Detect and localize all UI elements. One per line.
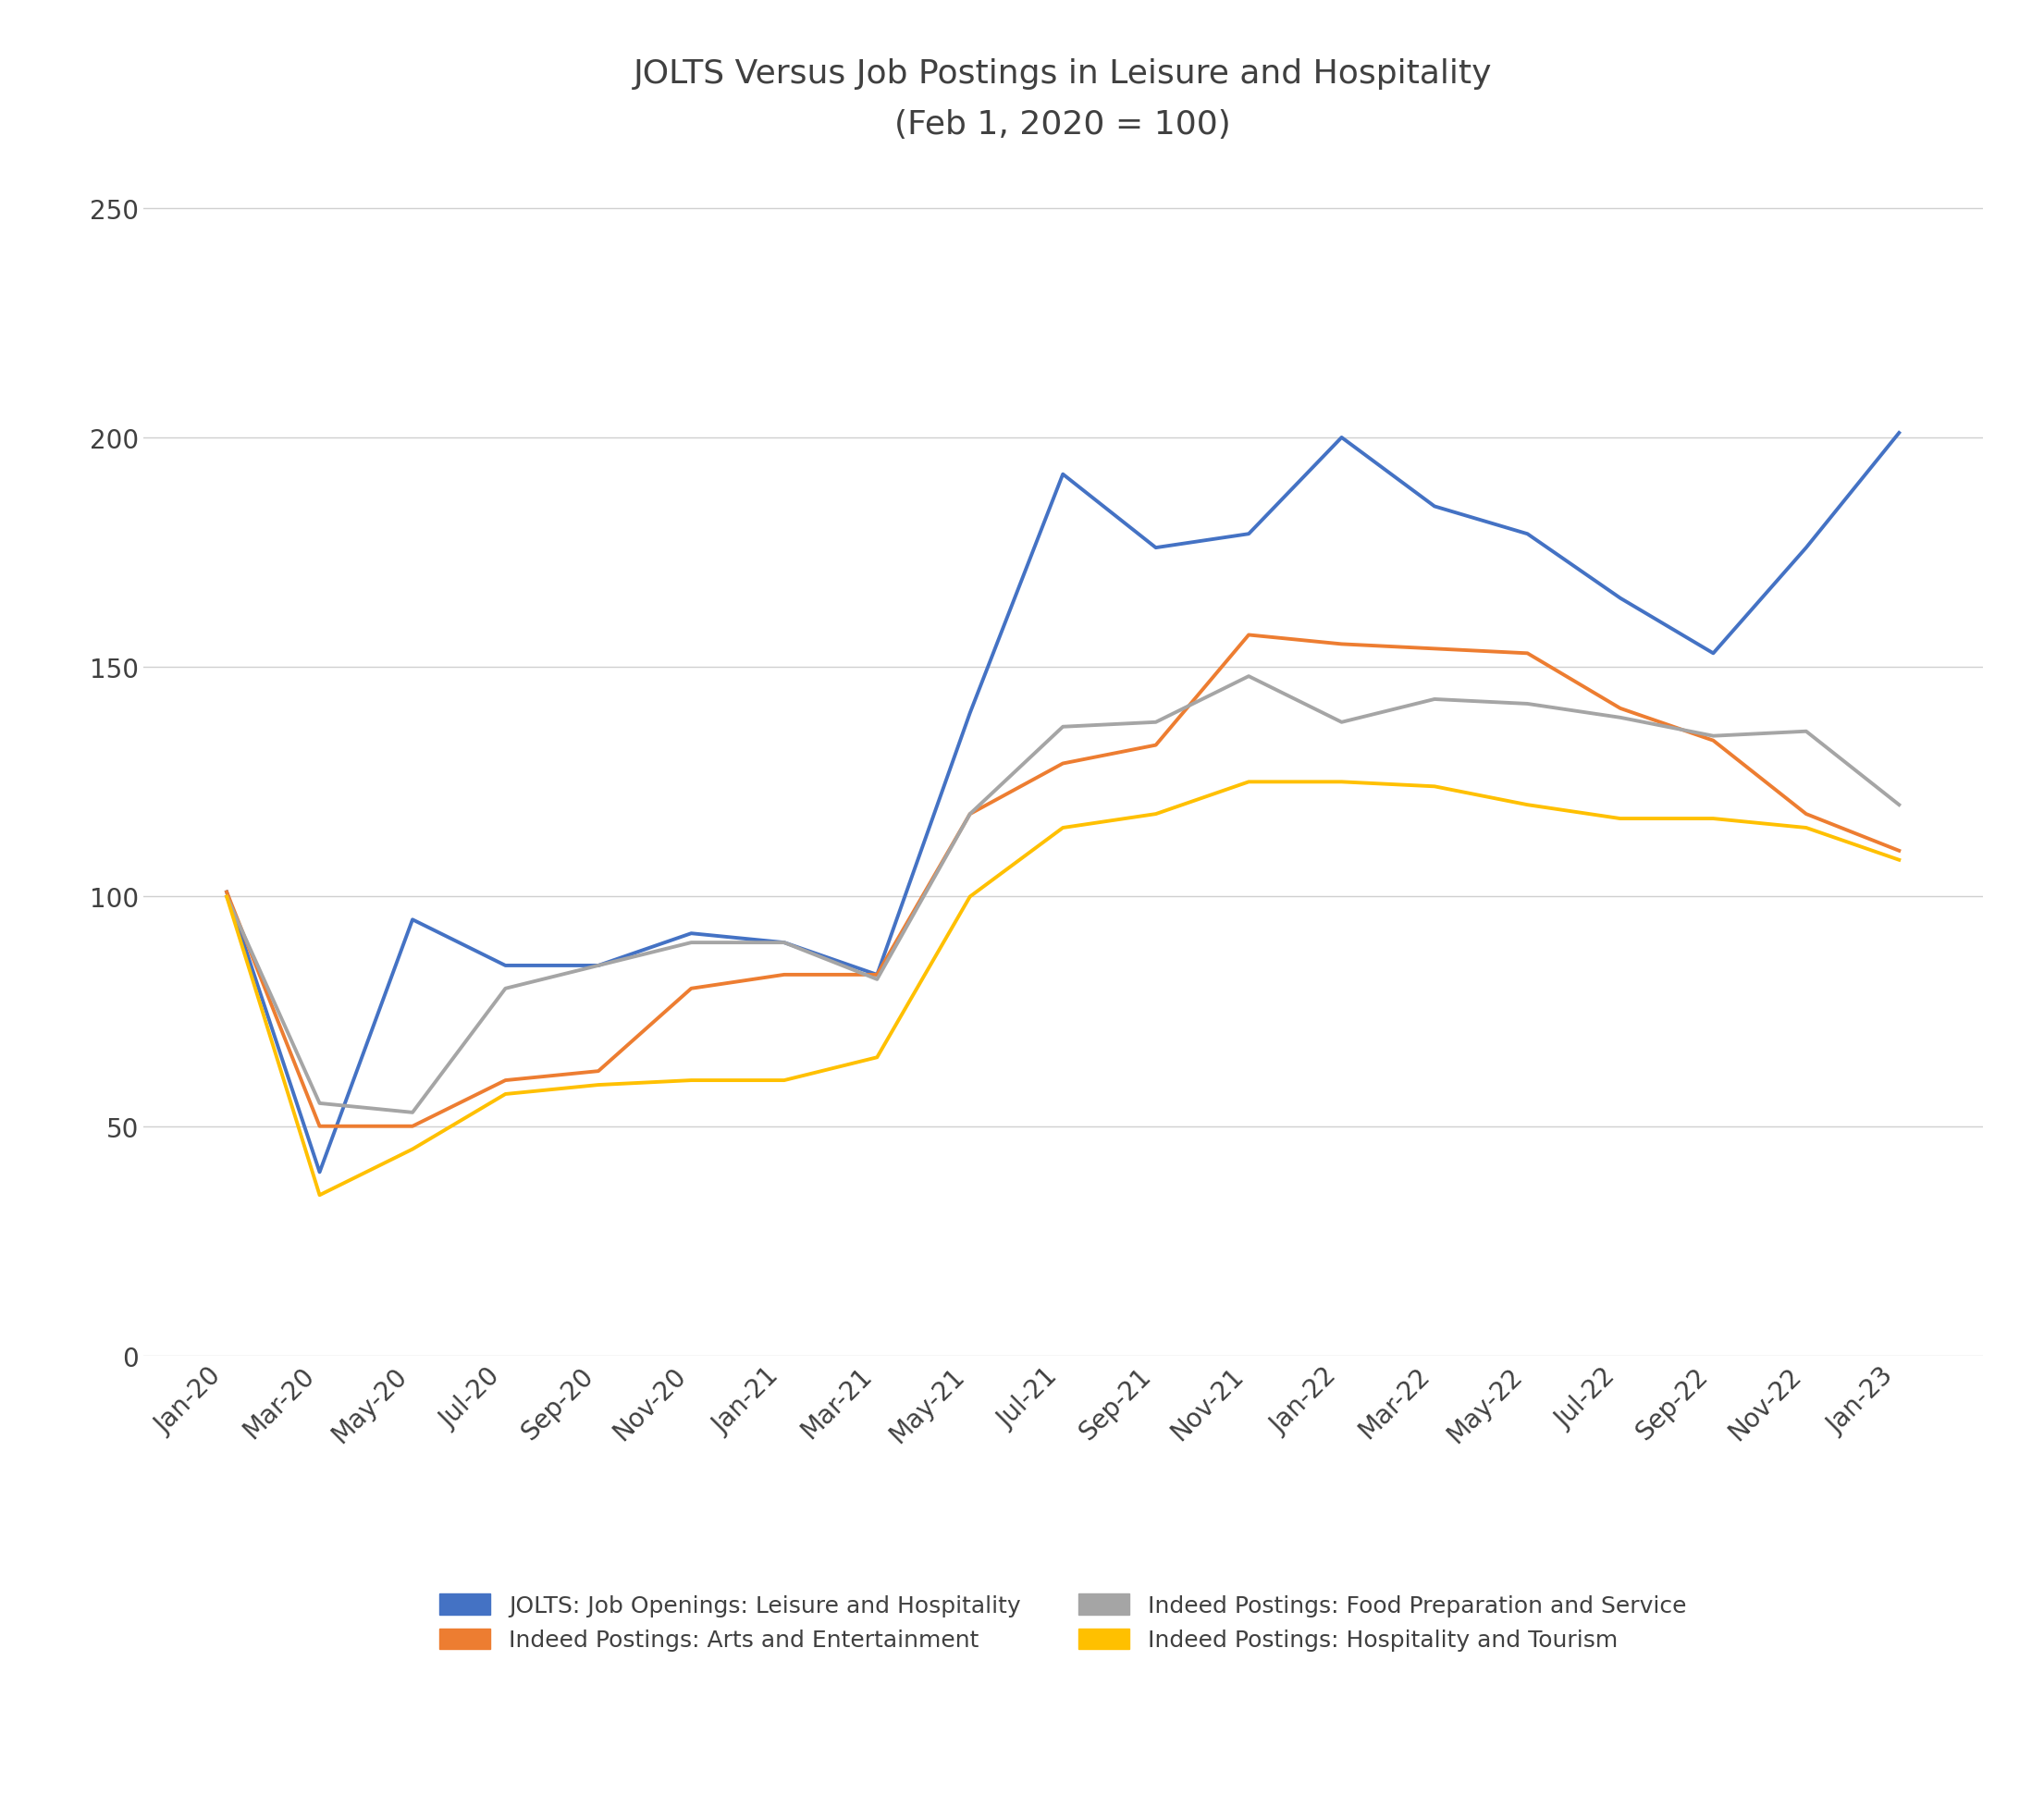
- Title: JOLTS Versus Job Postings in Leisure and Hospitality
(Feb 1, 2020 = 100): JOLTS Versus Job Postings in Leisure and…: [634, 58, 1492, 141]
- Legend: JOLTS: Job Openings: Leisure and Hospitality, Indeed Postings: Arts and Entertai: JOLTS: Job Openings: Leisure and Hospita…: [427, 1582, 1699, 1663]
